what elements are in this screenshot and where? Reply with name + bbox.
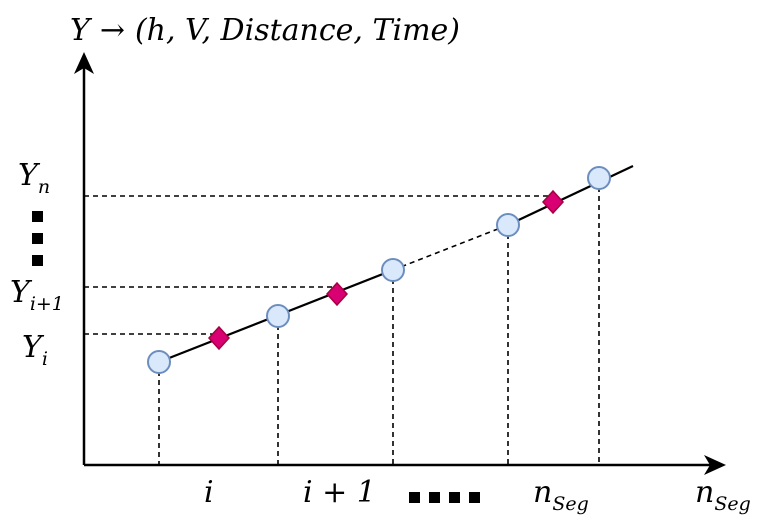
segment-node-5: [587, 166, 611, 190]
midpoint-diamond-3: [541, 189, 565, 215]
y-tick-yi: Yi: [22, 330, 48, 370]
midpoint-diamond-1: [207, 325, 231, 351]
x-tick-nseg: nSeg: [533, 475, 589, 515]
midpoint-diamond-2: [325, 281, 349, 307]
segment-node-4: [496, 213, 520, 237]
x-tick-i: i: [204, 475, 214, 510]
trend-line-segment-2: [507, 165, 634, 226]
segment-node-2: [266, 304, 290, 328]
y-tick-yn: Yn: [18, 158, 50, 198]
y-tick-yi1: Yi+1: [10, 275, 64, 315]
y-axis-arrowhead: [74, 52, 94, 74]
segment-node-1: [147, 350, 171, 374]
x-tick-i1: i + 1: [303, 475, 376, 510]
horizontal-ellipsis: [409, 492, 480, 503]
y-axis-label: Y → (h, V, Distance, Time): [70, 13, 460, 48]
segment-node-3: [381, 258, 405, 282]
vertical-ellipsis: [32, 211, 43, 266]
x-axis-label: nSeg: [695, 475, 751, 515]
x-axis-arrowhead: [704, 455, 726, 475]
trend-line-dashed: [392, 224, 509, 271]
